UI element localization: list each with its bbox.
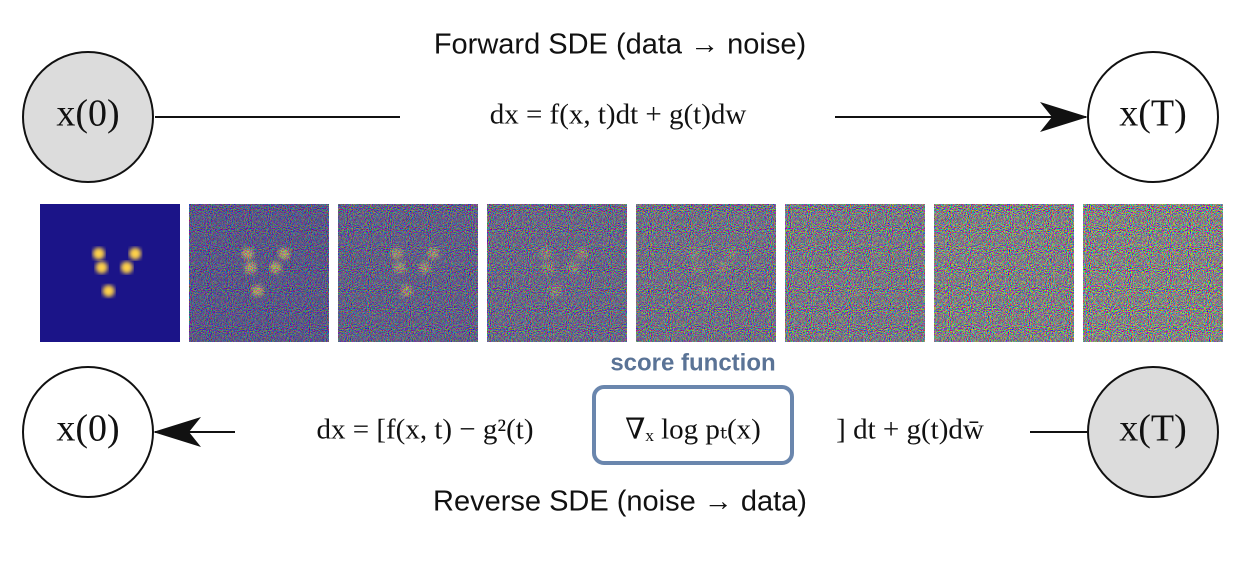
node-label: x(0) [56,93,119,135]
score-box [592,385,794,465]
reverse-label: Reverse SDE (noise → data) [433,486,807,518]
blob [129,247,142,260]
image-panel [636,204,776,342]
node-label: x(T) [1119,93,1187,135]
node-label: x(T) [1119,408,1187,450]
noise [934,204,1074,342]
blob [120,261,133,274]
reverse-equation-suffix: ] dt + g(t)dw̄ [836,414,984,446]
panel-background [40,204,180,342]
image-panel [189,204,329,342]
score-label: score function [610,349,775,376]
blob [102,284,115,297]
noise [487,204,627,342]
noise [189,204,329,342]
image-panel [1083,204,1223,342]
score-term: ∇ₓ log pₜ(x) [625,414,761,446]
image-panel [487,204,627,342]
node [1087,366,1219,498]
reverse-equation-prefix: dx = [f(x, t) − g²(t) [317,414,534,446]
node [1087,51,1219,183]
node [22,51,154,183]
image-panel [338,204,478,342]
blob [95,261,108,274]
blob [92,247,105,260]
forward-label: Forward SDE (data → noise) [434,29,806,61]
noise [636,204,776,342]
image-panel [40,204,180,342]
image-panel [934,204,1074,342]
node-label: x(0) [56,408,119,450]
image-panel [785,204,925,342]
noise [1083,204,1223,342]
image-strip [40,204,1223,342]
noise [785,204,925,342]
forward-equation: dx = f(x, t)dt + g(t)dw [490,99,747,131]
noise [338,204,478,342]
